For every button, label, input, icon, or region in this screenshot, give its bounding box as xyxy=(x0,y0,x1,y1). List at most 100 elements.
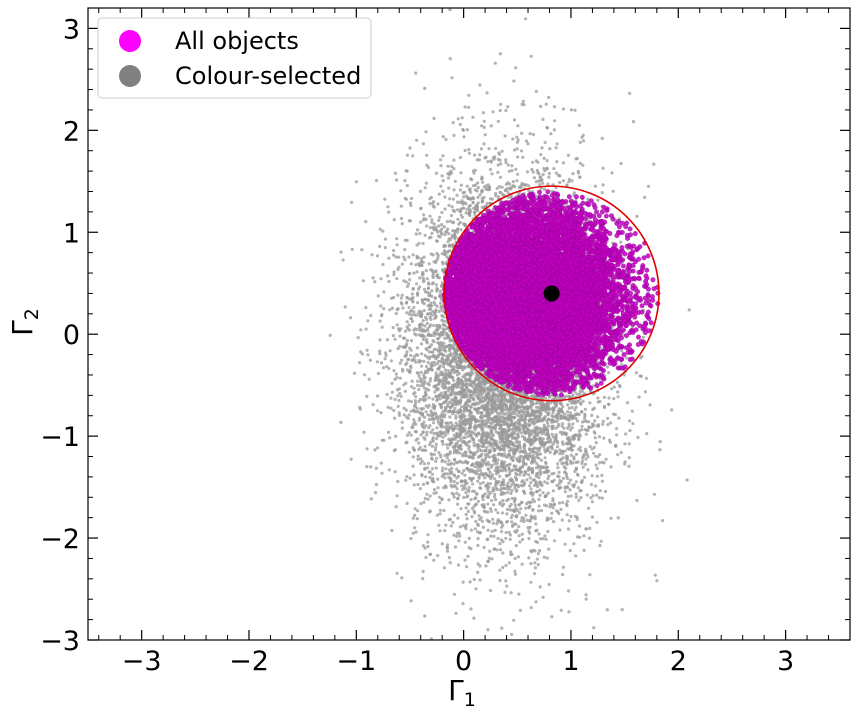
colour-selected-point xyxy=(525,478,529,482)
colour-selected-point xyxy=(519,149,524,153)
colour-selected-point xyxy=(457,493,461,497)
colour-selected-point xyxy=(476,181,480,185)
colour-selected-point xyxy=(428,470,432,474)
colour-selected-point xyxy=(390,390,394,394)
colour-selected-point xyxy=(537,497,541,501)
colour-selected-point xyxy=(536,509,541,513)
colour-selected-point xyxy=(504,108,508,113)
colour-selected-point xyxy=(415,327,419,331)
colour-selected-point xyxy=(590,413,594,417)
colour-selected-point xyxy=(433,448,437,452)
colour-selected-point xyxy=(498,548,503,552)
colour-selected-point xyxy=(381,229,385,233)
colour-selected-point xyxy=(426,361,430,365)
colour-selected-point xyxy=(496,157,500,161)
colour-selected-point xyxy=(504,160,508,165)
colour-selected-point xyxy=(395,494,399,498)
colour-selected-point xyxy=(516,124,520,128)
colour-selected-point xyxy=(446,176,451,180)
colour-selected-point xyxy=(538,175,542,179)
colour-selected-point xyxy=(425,492,429,496)
colour-selected-point xyxy=(519,519,523,523)
colour-selected-point xyxy=(500,626,504,630)
colour-selected-point xyxy=(352,371,357,375)
colour-selected-point xyxy=(476,479,480,483)
colour-selected-point xyxy=(480,124,484,128)
colour-selected-point xyxy=(583,407,588,411)
colour-selected-point xyxy=(407,323,411,327)
colour-selected-point xyxy=(636,435,640,439)
colour-selected-point xyxy=(578,389,582,394)
colour-selected-point xyxy=(405,350,409,354)
colour-selected-point xyxy=(590,500,595,504)
colour-selected-point xyxy=(550,615,554,619)
colour-selected-point xyxy=(428,376,433,381)
colour-selected-point xyxy=(478,578,482,582)
colour-selected-point xyxy=(592,451,596,455)
colour-selected-point xyxy=(409,353,413,357)
colour-selected-point xyxy=(452,480,456,484)
colour-selected-point xyxy=(472,171,476,175)
colour-selected-point xyxy=(500,530,504,534)
colour-selected-point xyxy=(507,169,511,173)
colour-selected-point xyxy=(508,470,512,474)
colour-selected-point xyxy=(514,544,518,548)
colour-selected-point xyxy=(570,406,574,410)
colour-selected-point xyxy=(534,159,539,163)
colour-selected-point xyxy=(423,444,427,448)
colour-selected-point xyxy=(408,201,412,205)
colour-selected-point xyxy=(567,481,571,485)
colour-selected-point xyxy=(487,520,491,524)
colour-selected-point xyxy=(407,305,411,310)
colour-selected-point xyxy=(516,172,520,176)
colour-selected-point xyxy=(583,462,588,466)
colour-selected-point xyxy=(441,442,445,446)
colour-selected-point xyxy=(453,484,457,489)
colour-selected-point xyxy=(481,495,485,499)
colour-selected-point xyxy=(398,344,402,349)
colour-selected-point xyxy=(435,258,439,262)
colour-selected-point xyxy=(486,628,490,632)
colour-selected-point xyxy=(422,415,427,419)
colour-selected-point xyxy=(465,207,469,211)
colour-selected-point xyxy=(580,461,584,466)
colour-selected-point xyxy=(447,386,452,390)
colour-selected-point xyxy=(444,467,448,471)
colour-selected-point xyxy=(658,448,662,452)
colour-selected-point xyxy=(409,400,413,404)
colour-selected-point xyxy=(463,540,467,544)
colour-selected-point xyxy=(426,165,430,169)
colour-selected-point xyxy=(641,335,646,339)
colour-selected-point xyxy=(455,491,459,495)
colour-selected-point xyxy=(402,413,406,417)
colour-selected-point xyxy=(508,533,512,537)
colour-selected-point xyxy=(458,451,462,455)
colour-selected-point xyxy=(592,406,596,410)
colour-selected-point xyxy=(464,527,468,531)
colour-selected-point xyxy=(529,580,533,584)
colour-selected-point xyxy=(493,477,497,481)
colour-selected-point xyxy=(403,179,407,183)
colour-selected-point xyxy=(510,520,514,524)
colour-selected-point xyxy=(432,340,436,344)
colour-selected-point xyxy=(513,465,517,469)
colour-selected-point xyxy=(472,509,476,513)
colour-selected-point xyxy=(423,375,427,380)
colour-selected-point xyxy=(371,403,375,407)
colour-selected-point xyxy=(420,364,424,368)
colour-selected-point xyxy=(468,580,472,584)
colour-selected-point xyxy=(609,516,613,520)
colour-selected-point xyxy=(397,411,401,415)
colour-selected-point xyxy=(479,454,483,458)
colour-selected-point xyxy=(477,476,481,480)
colour-selected-point xyxy=(596,396,600,400)
colour-selected-point xyxy=(571,172,575,176)
colour-selected-point xyxy=(577,392,582,396)
colour-selected-point xyxy=(428,226,432,230)
colour-selected-point xyxy=(464,506,468,510)
colour-selected-point xyxy=(404,329,408,333)
colour-selected-point xyxy=(473,527,477,531)
colour-selected-point xyxy=(574,480,579,484)
colour-selected-point xyxy=(430,289,434,293)
colour-selected-point xyxy=(473,153,477,157)
